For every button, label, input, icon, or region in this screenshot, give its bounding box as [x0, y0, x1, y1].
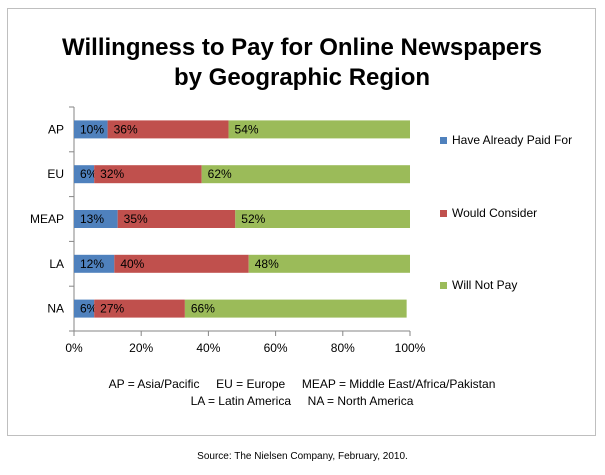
bar-segment: [114, 254, 249, 273]
data-label: 54%: [235, 122, 259, 136]
data-label: 6%: [80, 167, 98, 181]
bar-segment: [74, 120, 108, 139]
category-label: AP: [48, 122, 64, 136]
data-label: 12%: [80, 257, 104, 271]
x-tick-label: 0%: [65, 341, 83, 355]
data-label: 48%: [255, 257, 279, 271]
category-label: LA: [49, 257, 64, 271]
bar-segment: [184, 299, 407, 318]
x-tick-label: 60%: [264, 341, 288, 355]
data-label: 10%: [80, 122, 104, 136]
bar-segment: [201, 165, 410, 184]
legend-swatch: [440, 282, 447, 289]
x-tick-label: 80%: [331, 341, 355, 355]
data-label: 36%: [114, 122, 138, 136]
category-label: MEAP: [30, 212, 64, 226]
category-label: EU: [47, 167, 64, 181]
legend-label: Would Consider: [452, 206, 537, 220]
bar-segment: [74, 210, 118, 228]
data-label: 27%: [100, 302, 124, 316]
bar-segment: [94, 165, 202, 184]
x-tick-label: 100%: [395, 341, 426, 355]
bar-segment: [74, 165, 95, 184]
bar-segment: [74, 299, 95, 318]
legend-label: Have Already Paid For: [452, 133, 572, 147]
bar-segment: [248, 254, 410, 273]
abbreviation-note-line-1: AP = Asia/Pacific EU = Europe MEAP = Mid…: [109, 377, 496, 391]
legend: Have Already Paid For Would Consider Will …: [440, 133, 572, 292]
bar-segment: [228, 120, 410, 139]
x-tick-label: 20%: [129, 341, 153, 355]
bar-segment: [117, 210, 236, 228]
stacked-bar-chart: Willingness to Pay for Online Newspapers…: [30, 34, 572, 408]
bar-segment: [235, 210, 410, 228]
legend-swatch: [440, 210, 447, 217]
data-label: 66%: [191, 302, 215, 316]
abbreviation-note-line-2: LA = Latin America NA = North America: [191, 394, 414, 408]
category-label: NA: [47, 302, 64, 316]
bar-segment: [107, 120, 229, 139]
chart-frame: Willingness to Pay for Online Newspapers…: [7, 8, 596, 436]
bar-segment: [74, 254, 115, 273]
data-label: 13%: [80, 212, 104, 226]
legend-swatch: [440, 137, 447, 144]
legend-label: Will Not Pay: [452, 278, 517, 292]
data-label: 40%: [120, 257, 144, 271]
data-label: 6%: [80, 302, 98, 316]
plot-area: 0% 20% 40% 60% 80% 100%AP 10% 36% 54%EU 6% 32% 62%M…: [30, 106, 426, 355]
data-label: 52%: [241, 212, 265, 226]
bar-segment: [94, 299, 185, 318]
chart-title-line-2: by Geographic Region: [174, 64, 430, 91]
data-label: 35%: [124, 212, 148, 226]
chart-title-line-1: Willingness to Pay for Online Newspapers: [62, 34, 542, 61]
data-label: 32%: [100, 167, 124, 181]
data-label: 62%: [208, 167, 232, 181]
x-tick-label: 40%: [196, 341, 220, 355]
source-note: Source: The Nielsen Company, February, 2…: [197, 451, 408, 462]
